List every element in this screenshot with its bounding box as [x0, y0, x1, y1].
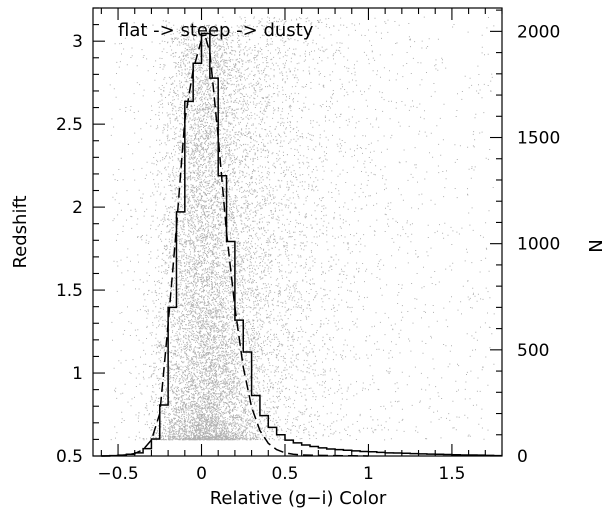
y-right-tick-label: 0	[517, 447, 528, 467]
y-left-tick-label: 2.5	[56, 115, 83, 135]
x-tick-label: 1	[363, 464, 374, 484]
x-tick-label: −0.5	[97, 464, 138, 484]
y-right-tick-label: 1000	[517, 235, 560, 255]
y-left-tick-label: 2	[72, 198, 83, 218]
x-tick-label: 1.5	[438, 464, 465, 484]
y-left-tick-label: 1	[72, 364, 83, 384]
tick-labels: −0.5 0 0.5 1 1.5 0.5 1 1.5 2 2.5 3 0 500 1000 1500 2000	[56, 22, 560, 484]
histogram-dashed-line	[101, 36, 369, 457]
y-axis-right-title: N	[586, 239, 607, 252]
y-left-tick-label: 0.5	[56, 447, 83, 467]
y-axis-left-title: Redshift	[10, 195, 31, 268]
y-right-tick-label: 500	[517, 341, 549, 361]
y-left-tick-label: 3	[72, 32, 83, 52]
y-right-tick-label: 2000	[517, 22, 560, 42]
histogram-solid-line	[101, 32, 502, 457]
x-axis-title: Relative (g−i) Color	[210, 488, 387, 509]
y-left-tick-label: 1.5	[56, 281, 83, 301]
scatter-cloud	[109, 16, 495, 441]
x-tick-label: 0.5	[271, 464, 298, 484]
y-right-tick-label: 1500	[517, 129, 560, 149]
plot-frame	[92, 7, 503, 457]
x-tick-label: 0	[196, 464, 207, 484]
scatter-points	[109, 16, 495, 441]
annotation-label: flat -> steep -> dusty	[118, 20, 314, 41]
axis-ticks	[93, 7, 503, 457]
